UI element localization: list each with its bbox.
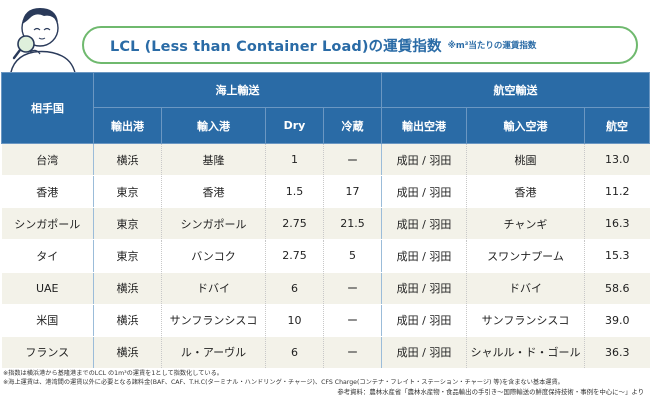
header-air-rate: 航空 <box>584 107 650 144</box>
dry-cell: 6 <box>265 335 324 369</box>
table-row: タイ 東京 バンコク 2.75 5 成田 / 羽田 スワンナプーム 15.3 <box>1 239 650 273</box>
export-port-cell: 横浜 <box>93 271 162 305</box>
import-airport-cell: スワンナプーム <box>466 239 585 273</box>
import-port-cell: サンフランシスコ <box>161 303 266 337</box>
export-airport-cell: 成田 / 羽田 <box>381 335 467 369</box>
export-airport-cell: 成田 / 羽田 <box>381 303 467 337</box>
footnote-sea-fare: ※海上運賃は、港湾間の運賃以外に必要となる諸料金(BAF、CAF、T.H.C(タ… <box>3 379 564 386</box>
export-port-cell: 東京 <box>93 175 162 209</box>
table-row: シンガポール 東京 シンガポール 2.75 21.5 成田 / 羽田 チャンギ 16.3 <box>1 207 650 241</box>
country-cell: 台湾 <box>1 142 94 177</box>
reefer-cell: ー <box>323 271 382 305</box>
table-row: 米国 横浜 サンフランシスコ 10 ー成田 / 羽田 サンフランシスコ 39.0 <box>1 303 650 337</box>
freight-index-table: 相手国 海上輸送 航空輸送 輸出港 輸入港 Dry 冷蔵 輸出空港 輸入空港 航… <box>1 72 650 369</box>
table-row: フランス 横浜 ル・アーヴル 6 ー成田 / 羽田 シャルル・ド・ゴール 36.3 <box>1 335 650 369</box>
export-port-cell: 横浜 <box>93 142 162 177</box>
import-port-cell: 基隆 <box>161 142 266 177</box>
air-rate-cell: 39.0 <box>584 303 650 337</box>
page-title: LCL (Less than Container Load)の運賃指数 <box>110 38 442 55</box>
footnote-index-basis: ※指数は横浜港から基隆港までのLCL の1m³の運賃を1として指数化している。 <box>3 370 223 377</box>
country-cell: 香港 <box>1 175 94 209</box>
reefer-cell: ー <box>323 303 382 337</box>
export-airport-cell: 成田 / 羽田 <box>381 271 467 305</box>
table-row: 香港 東京 香港 1.5 17 成田 / 羽田 香港 11.2 <box>1 175 650 209</box>
air-rate-cell: 16.3 <box>584 207 650 241</box>
air-rate-cell: 15.3 <box>584 239 650 273</box>
header-export-airport: 輸出空港 <box>381 107 467 144</box>
dry-cell: 1.5 <box>265 175 324 209</box>
table-body: 台湾 横浜 基隆 1 ー成田 / 羽田 桃園 13.0 香港 東京 香港 1.5 17 成田 / 羽田香… <box>1 142 650 369</box>
export-port-cell: 横浜 <box>93 303 162 337</box>
reefer-cell: ー <box>323 142 382 177</box>
reefer-cell: 5 <box>323 239 382 273</box>
country-cell: 米国 <box>1 303 94 337</box>
reefer-cell: ー <box>323 335 382 369</box>
mascot-magnifier-illustration <box>9 8 77 78</box>
header-partner-country: 相手国 <box>1 72 94 144</box>
import-port-cell: ドバイ <box>161 271 266 305</box>
table-row: UAE 横浜 ドバイ 6 ー成田 / 羽田 ドバイ 58.6 <box>1 271 650 305</box>
export-airport-cell: 成田 / 羽田 <box>381 239 467 273</box>
export-airport-cell: 成田 / 羽田 <box>381 175 467 209</box>
country-cell: フランス <box>1 335 94 369</box>
air-rate-cell: 11.2 <box>584 175 650 209</box>
air-rate-cell: 36.3 <box>584 335 650 369</box>
country-cell: シンガポール <box>1 207 94 241</box>
header-sea-transport: 海上輸送 <box>93 72 382 108</box>
header-import-airport: 輸入空港 <box>466 107 585 144</box>
import-port-cell: ル・アーヴル <box>161 335 266 369</box>
import-airport-cell: チャンギ <box>466 207 585 241</box>
import-airport-cell: シャルル・ド・ゴール <box>466 335 585 369</box>
country-cell: UAE <box>1 271 94 305</box>
header-import-port: 輸入港 <box>161 107 266 144</box>
dry-cell: 2.75 <box>265 207 324 241</box>
header-reefer: 冷蔵 <box>323 107 382 144</box>
export-airport-cell: 成田 / 羽田 <box>381 142 467 177</box>
import-port-cell: バンコク <box>161 239 266 273</box>
country-cell: タイ <box>1 239 94 273</box>
footnotes: ※指数は横浜港から基隆港までのLCL の1m³の運賃を1として指数化している。 … <box>3 369 648 387</box>
export-port-cell: 東京 <box>93 207 162 241</box>
table-row: 台湾 横浜 基隆 1 ー成田 / 羽田 桃園 13.0 <box>1 142 650 177</box>
export-port-cell: 東京 <box>93 239 162 273</box>
source-reference: 参考資料：農林水産省「農林水産物・食品輸出の手引き～国際輸送の鮮度保持技術・事例… <box>337 388 644 396</box>
title-banner: LCL (Less than Container Load)の運賃指数 ※m³当… <box>82 26 638 64</box>
air-rate-cell: 58.6 <box>584 271 650 305</box>
air-rate-cell: 13.0 <box>584 142 650 177</box>
header-export-port: 輸出港 <box>93 107 162 144</box>
dry-cell: 2.75 <box>265 239 324 273</box>
header-air-transport: 航空輸送 <box>381 72 650 108</box>
reefer-cell: 21.5 <box>323 207 382 241</box>
import-port-cell: シンガポール <box>161 207 266 241</box>
header-dry: Dry <box>265 107 324 144</box>
export-port-cell: 横浜 <box>93 335 162 369</box>
dry-cell: 10 <box>265 303 324 337</box>
dry-cell: 1 <box>265 142 324 177</box>
import-airport-cell: サンフランシスコ <box>466 303 585 337</box>
import-airport-cell: 香港 <box>466 175 585 209</box>
import-airport-cell: ドバイ <box>466 271 585 305</box>
import-airport-cell: 桃園 <box>466 142 585 177</box>
import-port-cell: 香港 <box>161 175 266 209</box>
export-airport-cell: 成田 / 羽田 <box>381 207 467 241</box>
dry-cell: 6 <box>265 271 324 305</box>
title-note: ※m³当たりの運賃指数 <box>447 41 537 51</box>
reefer-cell: 17 <box>323 175 382 209</box>
